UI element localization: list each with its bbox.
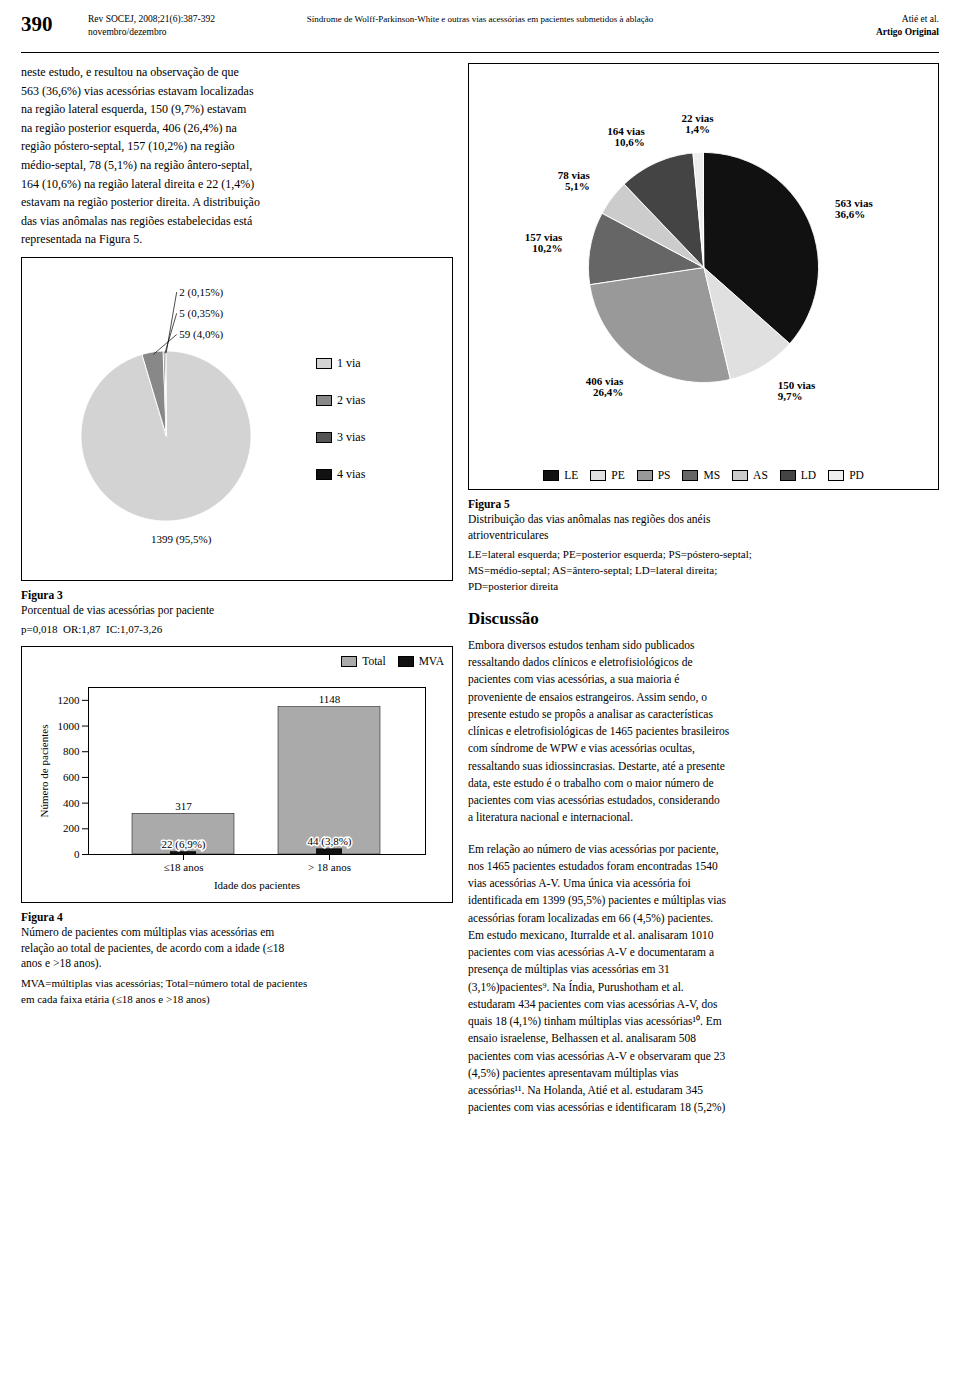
svg-text:1000: 1000 — [58, 720, 81, 732]
html-text:novembro/dezembro: novembro/dezembro — [88, 27, 167, 37]
svg-text:22 vias1,4%: 22 vias1,4% — [682, 112, 715, 135]
html-text:p=0,018 OR:1,87 IC:1,07-3,26: p=0,018 OR:1,87 IC:1,07-3,26 — [21, 623, 163, 636]
svg-text:1148: 1148 — [319, 693, 341, 705]
svg-text:Idade dos pacientes: Idade dos pacientes — [214, 879, 300, 891]
svg-text:563 vias36,6%: 563 vias36,6% — [835, 197, 873, 220]
svg-text:0: 0 — [74, 848, 80, 860]
svg-text:Número de pacientes: Número de pacientes — [38, 725, 50, 818]
html-text:PE: PE — [611, 469, 625, 481]
svg-text:200: 200 — [63, 823, 80, 835]
html-text:neste estudo, e resultou na ob: neste estudo, e resultou na observação d… — [21, 65, 260, 247]
svg-text:44 (3,8%): 44 (3,8%) — [308, 835, 352, 848]
svg-text:78 vias5,1%: 78 vias5,1% — [558, 169, 591, 192]
html-text:MS: MS — [703, 469, 721, 481]
html-text:Porcentual de vias acessórias: Porcentual de vias acessórias por pacien… — [21, 603, 215, 616]
svg-text:164 vias10,6%: 164 vias10,6% — [607, 125, 645, 148]
svg-text:600: 600 — [63, 771, 80, 783]
html-text:Artigo Original: Artigo Original — [875, 27, 939, 37]
svg-text:1399 (95,5%): 1399 (95,5%) — [151, 533, 212, 546]
svg-text:800: 800 — [63, 746, 80, 758]
html-text:Total: Total — [362, 655, 386, 668]
html-text:Em relação ao número de vias a: Em relação ao número de vias acessórias … — [468, 842, 726, 1114]
svg-text:≤18 anos: ≤18 anos — [164, 862, 204, 874]
svg-text:150 vias9,7%: 150 vias9,7% — [778, 379, 816, 402]
svg-text:157 vias10,2%: 157 vias10,2% — [525, 231, 563, 254]
html-text:Discussão: Discussão — [468, 608, 539, 628]
svg-text:317: 317 — [175, 800, 192, 812]
html-text:3 vias: 3 vias — [337, 429, 366, 444]
svg-text:59 (4,0%): 59 (4,0%) — [179, 328, 223, 341]
svg-text:1200: 1200 — [58, 694, 81, 706]
html-text:MVA=múltiplas vias acessórias;: MVA=múltiplas vias acessórias; Total=núm… — [21, 976, 308, 1005]
html-text:LE=lateral esquerda; PE=poster: LE=lateral esquerda; PE=posterior esquer… — [468, 548, 752, 592]
svg-text:400: 400 — [63, 797, 80, 809]
html-text:LE: LE — [564, 469, 579, 481]
svg-text:22 (6,9%): 22 (6,9%) — [162, 838, 206, 851]
html-text:Número de pacientes com múltip: Número de pacientes com múltiplas vias a… — [21, 926, 285, 970]
svg-text:2 (0,15%): 2 (0,15%) — [179, 285, 223, 298]
html-text:Atié et al.: Atié et al. — [901, 14, 939, 24]
html-text:Figura 3: Figura 3 — [21, 588, 63, 601]
html-text:Síndrome de Wolff-Parkinson-Wh: Síndrome de Wolff-Parkinson-White e outr… — [306, 14, 654, 24]
html-text:Rev SOCEJ, 2008;21(6):387-392: Rev SOCEJ, 2008;21(6):387-392 — [88, 14, 215, 24]
html-text:2 vias: 2 vias — [337, 392, 366, 407]
svg-text:5 (0,35%): 5 (0,35%) — [179, 307, 223, 320]
svg-text:406 vias26,4%: 406 vias26,4% — [586, 375, 624, 398]
html-text:PS: PS — [657, 469, 671, 481]
html-text:MVA: MVA — [418, 655, 444, 668]
html-text:390: 390 — [21, 12, 53, 36]
html-text:1 via: 1 via — [337, 355, 361, 370]
html-text:LD: LD — [800, 469, 817, 481]
html-text:Figura 4: Figura 4 — [21, 911, 63, 924]
html-text:4 vias: 4 vias — [337, 466, 366, 481]
html-text:AS: AS — [753, 469, 768, 481]
html-text:Embora diversos estudos tenham: Embora diversos estudos tenham sido publ… — [468, 638, 730, 824]
html-text:PD: PD — [849, 469, 864, 481]
svg-text:> 18 anos: > 18 anos — [308, 862, 351, 874]
html-text:Figura 5: Figura 5 — [468, 498, 510, 510]
html-text:Distribuição das vias anômalas: Distribuição das vias anômalas nas regiõ… — [468, 513, 711, 541]
